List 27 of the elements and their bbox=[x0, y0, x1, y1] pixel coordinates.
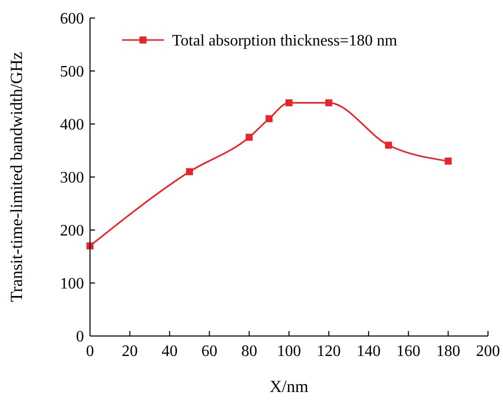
y-tick-label: 200 bbox=[60, 222, 84, 240]
point bbox=[246, 134, 253, 141]
y-tick-label: 0 bbox=[76, 328, 84, 346]
point bbox=[444, 158, 452, 165]
y-tick-label: 100 bbox=[60, 276, 84, 292]
y-tick-label: 600 bbox=[60, 10, 84, 28]
x-tick-label: 100 bbox=[277, 343, 301, 360]
point bbox=[186, 168, 193, 176]
x-tick-label: 140 bbox=[356, 343, 381, 360]
point bbox=[385, 142, 392, 149]
x-tick-label: 20 bbox=[122, 343, 138, 360]
y-axis-title: Transit-time-limited bandwidth/GHz bbox=[7, 52, 26, 302]
legend-label: Total absorption thickness=180 nm bbox=[172, 32, 398, 50]
x-tick-label: 40 bbox=[162, 343, 178, 360]
x-tick-label: 160 bbox=[396, 343, 420, 360]
y-tick-label: 500 bbox=[60, 64, 84, 80]
x-axis-title: X/nm bbox=[270, 377, 308, 396]
x-tick-label: 80 bbox=[241, 343, 258, 360]
y-tick-label: 400 bbox=[60, 116, 84, 134]
point bbox=[286, 99, 292, 106]
x-tick-label: 120 bbox=[316, 343, 341, 360]
point bbox=[325, 99, 332, 106]
point bbox=[266, 115, 273, 122]
x-tick-label: 200 bbox=[476, 343, 500, 360]
x-tick-label: 60 bbox=[201, 343, 218, 360]
y-tick-label: 300 bbox=[60, 170, 84, 186]
x-tick-label: 180 bbox=[436, 343, 460, 360]
